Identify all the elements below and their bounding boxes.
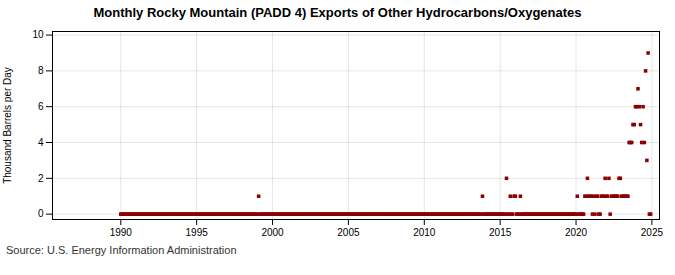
svg-text:0: 0 xyxy=(38,208,44,219)
svg-text:2005: 2005 xyxy=(337,227,360,238)
svg-text:10: 10 xyxy=(32,29,44,40)
svg-text:2015: 2015 xyxy=(489,227,512,238)
svg-text:2010: 2010 xyxy=(413,227,436,238)
svg-text:2025: 2025 xyxy=(641,227,664,238)
svg-text:2: 2 xyxy=(38,173,44,184)
svg-text:6: 6 xyxy=(38,101,44,112)
svg-text:1990: 1990 xyxy=(110,227,133,238)
html-text:Monthly Rocky Mountain (PADD 4: Monthly Rocky Mountain (PADD 4) Exports … xyxy=(93,5,582,20)
svg-text:2020: 2020 xyxy=(565,227,588,238)
svg-text:2000: 2000 xyxy=(261,227,284,238)
svg-text:Thousand Barrels per Day: Thousand Barrels per Day xyxy=(2,67,13,184)
svg-text:4: 4 xyxy=(38,137,44,148)
svg-text:1995: 1995 xyxy=(186,227,209,238)
svg-text:8: 8 xyxy=(38,65,44,76)
html-text:Source: U.S. Energy Informatio: Source: U.S. Energy Information Administ… xyxy=(6,244,237,256)
